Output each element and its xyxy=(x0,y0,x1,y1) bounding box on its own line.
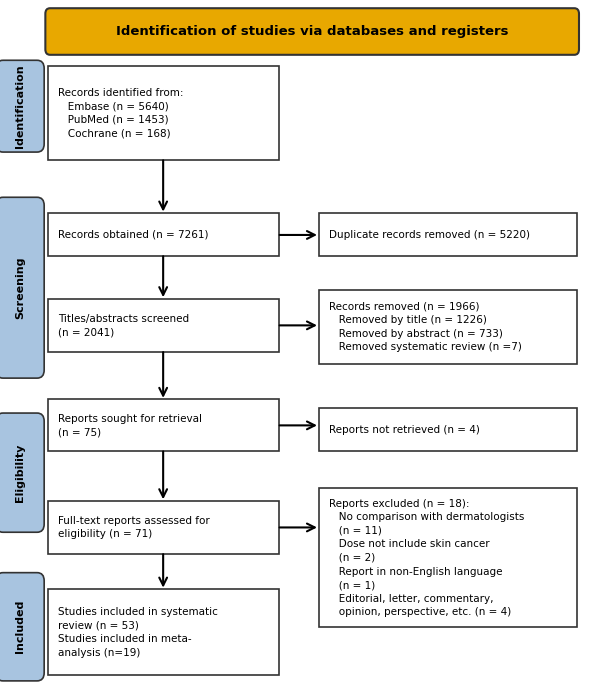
FancyBboxPatch shape xyxy=(48,589,279,675)
FancyBboxPatch shape xyxy=(0,413,44,532)
FancyBboxPatch shape xyxy=(319,488,577,627)
Text: Identification: Identification xyxy=(15,64,25,148)
FancyBboxPatch shape xyxy=(48,399,279,451)
FancyBboxPatch shape xyxy=(0,60,44,152)
Text: Studies included in systematic
review (n = 53)
Studies included in meta-
analysi: Studies included in systematic review (n… xyxy=(58,607,218,658)
FancyBboxPatch shape xyxy=(48,501,279,554)
Text: Records identified from:
   Embase (n = 5640)
   PubMed (n = 1453)
   Cochrane (: Records identified from: Embase (n = 564… xyxy=(58,88,184,138)
FancyBboxPatch shape xyxy=(0,197,44,378)
Text: Screening: Screening xyxy=(15,256,25,319)
FancyBboxPatch shape xyxy=(48,66,279,160)
Text: Full-text reports assessed for
eligibility (n = 71): Full-text reports assessed for eligibili… xyxy=(58,516,210,539)
FancyBboxPatch shape xyxy=(319,213,577,256)
FancyBboxPatch shape xyxy=(319,290,577,364)
FancyBboxPatch shape xyxy=(48,299,279,352)
FancyBboxPatch shape xyxy=(0,573,44,681)
Text: Duplicate records removed (n = 5220): Duplicate records removed (n = 5220) xyxy=(329,229,530,240)
Text: Included: Included xyxy=(15,600,25,653)
FancyBboxPatch shape xyxy=(319,408,577,451)
Text: Reports excluded (n = 18):
   No comparison with dermatologists
   (n = 11)
   D: Reports excluded (n = 18): No comparison… xyxy=(329,499,525,617)
Text: Records obtained (n = 7261): Records obtained (n = 7261) xyxy=(58,229,209,240)
Text: Reports sought for retrieval
(n = 75): Reports sought for retrieval (n = 75) xyxy=(58,414,202,437)
Text: Titles/abstracts screened
(n = 2041): Titles/abstracts screened (n = 2041) xyxy=(58,314,190,337)
FancyBboxPatch shape xyxy=(45,8,579,55)
Text: Identification of studies via databases and registers: Identification of studies via databases … xyxy=(116,25,508,38)
Text: Records removed (n = 1966)
   Removed by title (n = 1226)
   Removed by abstract: Records removed (n = 1966) Removed by ti… xyxy=(329,301,522,352)
Text: Reports not retrieved (n = 4): Reports not retrieved (n = 4) xyxy=(329,425,480,435)
FancyBboxPatch shape xyxy=(48,213,279,256)
Text: Eligibility: Eligibility xyxy=(15,443,25,502)
